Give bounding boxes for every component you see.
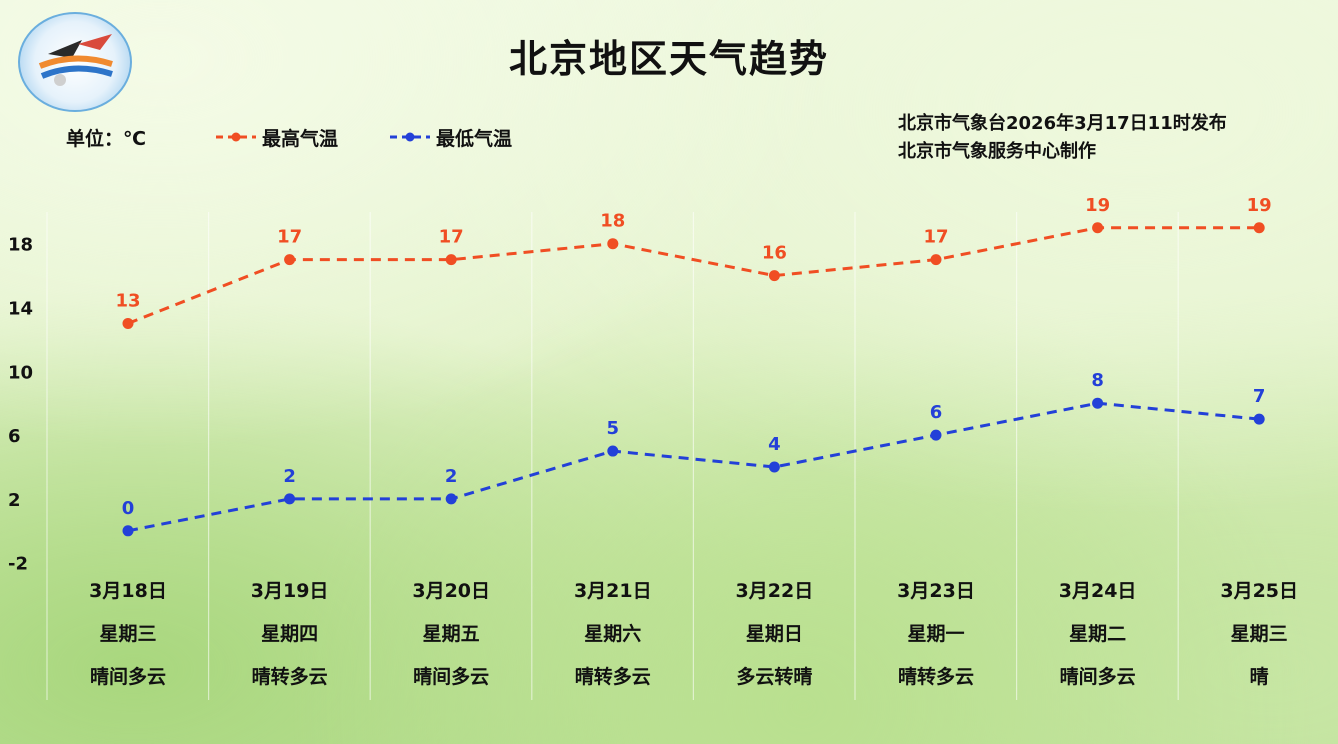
day-weekday: 星期三 (1230, 623, 1288, 645)
data-label-min: 4 (768, 434, 781, 455)
data-label-min: 7 (1253, 386, 1266, 407)
day-weekday: 星期一 (907, 623, 965, 645)
data-point-min (122, 525, 134, 537)
day-weekday: 星期三 (99, 623, 157, 645)
data-label-max: 17 (277, 227, 302, 248)
legend-max-label: 最高气温 (262, 128, 339, 150)
data-label-max: 16 (762, 243, 787, 264)
day-column: 3月19日星期四晴转多云 (210, 578, 370, 707)
data-point-max (1092, 222, 1104, 234)
data-label-min: 8 (1091, 370, 1104, 391)
day-date: 3月21日 (573, 580, 652, 602)
day-weather: 晴间多云 (413, 666, 490, 688)
issuer-info: 北京市气象台2026年3月17日11时发布 北京市气象服务中心制作 (898, 110, 1227, 166)
y-tick-label: 2 (8, 490, 21, 511)
data-point-min (607, 445, 619, 457)
y-tick-label: 6 (8, 426, 21, 447)
day-date: 3月22日 (735, 580, 814, 602)
day-column: 3月24日星期二晴间多云 (1018, 578, 1178, 707)
day-weekday: 星期四 (261, 623, 319, 645)
day-weekday: 星期二 (1069, 623, 1127, 645)
legend-min-temp: 最低气温 (388, 124, 548, 150)
day-weather: 晴转多云 (897, 666, 974, 688)
unit-label: 单位：℃ (66, 128, 147, 150)
day-date: 3月25日 (1220, 580, 1299, 602)
data-label-max: 19 (1085, 195, 1110, 216)
data-label-max: 18 (600, 211, 625, 232)
day-weekday: 星期六 (584, 623, 642, 645)
data-point-max (445, 254, 457, 266)
data-point-min (284, 493, 296, 505)
day-weather: 多云转晴 (736, 666, 813, 688)
data-point-max (607, 238, 619, 250)
legend-max-marker (216, 132, 256, 142)
data-label-max: 19 (1247, 195, 1272, 216)
data-point-max (122, 317, 134, 329)
y-tick-label: -2 (8, 554, 28, 575)
day-weather: 晴转多云 (251, 666, 328, 688)
day-weekday: 星期五 (422, 623, 480, 645)
day-column: 3月23日星期一晴转多云 (856, 578, 1016, 707)
day-date: 3月20日 (412, 580, 491, 602)
legend-min-label: 最低气温 (436, 128, 513, 150)
day-weather: 晴 (1249, 666, 1269, 688)
day-column: 3月21日星期六晴转多云 (533, 578, 693, 707)
series-line-min (127, 401, 1260, 533)
day-date: 3月24日 (1058, 580, 1137, 602)
data-label-min: 2 (445, 466, 458, 487)
y-tick-label: 10 (8, 362, 33, 383)
data-label-min: 2 (283, 466, 296, 487)
legend-min-marker (390, 132, 430, 142)
day-weekday: 星期日 (745, 623, 803, 645)
data-label-max: 17 (439, 227, 464, 248)
series-line-max (127, 226, 1260, 325)
data-point-min (768, 461, 780, 473)
y-tick-label: 14 (8, 299, 33, 320)
issuer-line-1: 北京市气象台2026年3月17日11时发布 (898, 113, 1227, 134)
data-label-min: 0 (122, 498, 135, 519)
day-column: 3月20日星期五晴间多云 (371, 578, 531, 707)
data-point-max (768, 270, 780, 282)
day-weather: 晴转多云 (574, 666, 651, 688)
data-point-max (930, 254, 942, 266)
data-point-max (1253, 222, 1265, 234)
legend-max-temp: 最高气温 (214, 124, 374, 150)
data-label-max: 13 (115, 290, 140, 311)
issuer-line-2: 北京市气象服务中心制作 (898, 141, 1096, 162)
day-date: 3月18日 (89, 580, 167, 602)
day-column: 3月25日星期三晴 (1179, 578, 1338, 707)
day-column: 3月18日星期三晴间多云 (48, 578, 208, 707)
page-title: 北京地区天气趋势 (508, 37, 829, 81)
day-date: 3月19日 (250, 580, 329, 602)
weather-service-logo (18, 12, 132, 112)
y-tick-label: 18 (8, 235, 33, 256)
data-point-min (1092, 397, 1104, 409)
day-weather: 晴间多云 (1059, 666, 1136, 688)
data-point-min (445, 493, 457, 505)
data-label-min: 6 (930, 402, 943, 423)
data-label-max: 17 (923, 227, 948, 248)
day-date: 3月23日 (897, 580, 975, 602)
data-label-min: 5 (607, 418, 620, 439)
data-point-min (1253, 413, 1265, 425)
day-weather: 晴间多云 (89, 666, 166, 688)
data-point-min (930, 429, 942, 441)
day-column: 3月22日星期日多云转晴 (694, 578, 854, 707)
data-point-max (284, 254, 296, 266)
